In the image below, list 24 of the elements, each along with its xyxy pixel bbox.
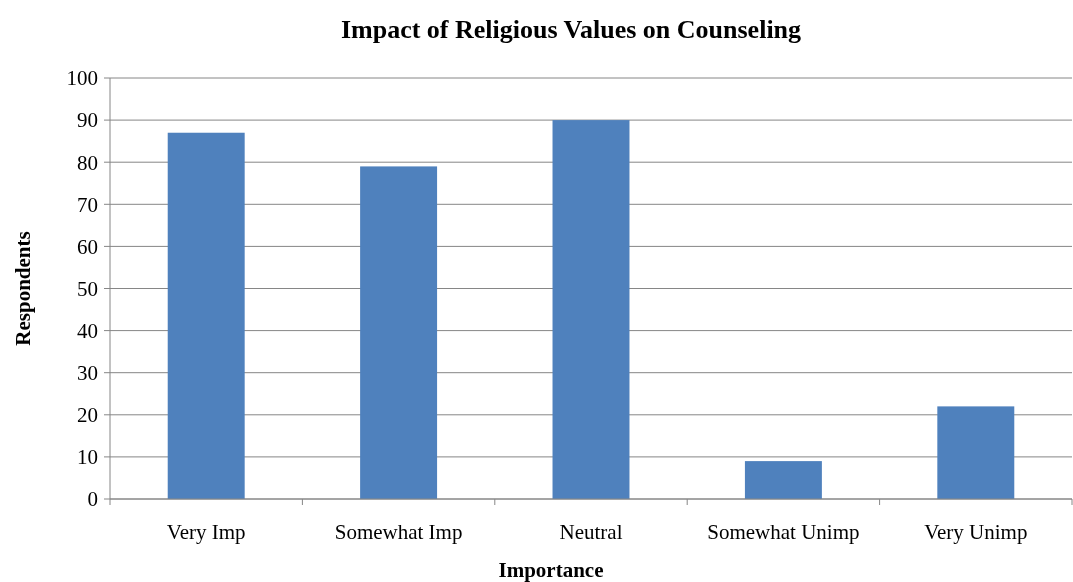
x-tick-label: Somewhat Unimp [707,520,860,544]
bar [937,406,1015,499]
x-axis-title: Importance [498,558,604,582]
x-tick-label: Neutral [559,520,623,544]
x-tick-label: Very Imp [166,520,246,544]
x-tick-label: Somewhat Imp [334,520,463,544]
chart-title: Impact of Religious Values on Counseling [340,15,802,44]
y-tick-label: 100 [66,66,98,91]
y-tick-label: 30 [77,361,98,386]
y-tick-label: 20 [77,403,98,428]
bar [360,166,438,499]
bar [744,461,822,499]
y-tick-label: 40 [77,318,98,343]
y-tick-label: 50 [77,276,98,301]
x-tick-label: Very Unimp [924,520,1028,544]
y-tick-label: 90 [77,108,98,133]
y-axis-title: Respondents [11,231,35,346]
bar [552,120,630,499]
bar [167,132,245,499]
y-tick-label: 0 [87,487,98,512]
y-tick-label: 60 [77,234,98,259]
y-tick-label: 80 [77,150,98,175]
y-tick-label: 70 [77,192,98,217]
y-tick-label: 10 [77,445,98,470]
